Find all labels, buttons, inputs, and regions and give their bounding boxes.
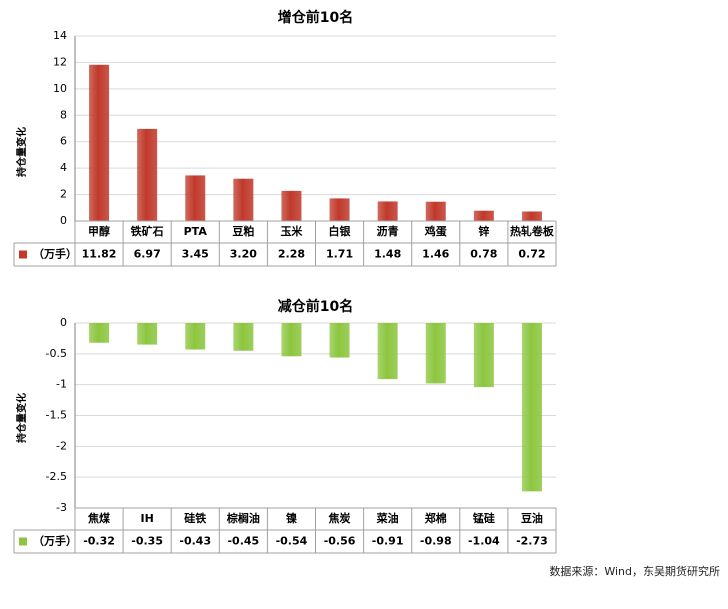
bottom-value-label: -0.43 [179, 535, 211, 548]
bottom-value-label: -0.91 [372, 535, 404, 548]
bottom-chart-title: 减仓前10名 [278, 298, 353, 315]
bottom-category-label: 焦煤 [87, 511, 111, 525]
bottom-category-label: 锰硅 [473, 511, 495, 525]
top-value-label: 1.46 [422, 248, 449, 261]
bottom-bar [425, 323, 446, 384]
top-bar [521, 211, 542, 221]
top-category-label: 铁矿石 [131, 224, 164, 238]
top-value-label: 11.82 [82, 248, 117, 261]
bottom-bar [185, 323, 206, 350]
top-bar [473, 210, 494, 221]
top-bar [137, 128, 158, 221]
bottom-y-axis-label: 持仓量变化 [15, 393, 28, 443]
bottom-bar [521, 323, 542, 492]
top-category-label: 热轧卷板 [510, 224, 555, 238]
source-note: 数据来源：Wind，东吴期货研究所 [549, 565, 720, 578]
bottom-value-label: -0.56 [324, 535, 356, 548]
bottom-category-label: 豆油 [521, 511, 543, 525]
bottom-y-tick-label: -1.5 [46, 409, 67, 422]
bottom-category-label: 棕榈油 [226, 511, 260, 525]
top-legend-label: （万手） [33, 247, 77, 261]
top-value-label: 3.20 [230, 248, 257, 261]
bottom-y-tick-label: 0 [60, 316, 67, 329]
top-bar [185, 175, 206, 221]
top-category-label: 豆粕 [232, 224, 254, 238]
bottom-category-label: 焦炭 [328, 511, 351, 525]
top-y-tick-label: 14 [53, 29, 67, 42]
bottom-value-label: -0.32 [83, 535, 115, 548]
bottom-value-label: -0.45 [227, 535, 259, 548]
top-bar [425, 201, 446, 221]
top-value-label: 0.72 [518, 248, 545, 261]
top-y-tick-label: 6 [60, 135, 67, 148]
top-value-label: 3.45 [182, 248, 209, 261]
top-bar [233, 178, 254, 221]
bottom-legend-key [19, 537, 27, 546]
top-y-tick-label: 8 [60, 108, 67, 121]
top-legend-key [19, 250, 27, 259]
top-category-label: 玉米 [280, 224, 303, 238]
top-bar [281, 190, 302, 221]
top-y-tick-label: 4 [60, 161, 67, 174]
top-y-tick-label: 12 [53, 55, 67, 68]
top-y-axis-label: 持仓量变化 [15, 127, 28, 177]
top-bar [377, 201, 398, 221]
bottom-y-tick-label: -2.5 [46, 470, 67, 483]
top-value-label: 1.71 [326, 248, 353, 261]
bottom-bar [89, 323, 110, 343]
bottom-value-label: -0.54 [276, 535, 308, 548]
top-value-label: 2.28 [278, 248, 305, 261]
bottom-bar [377, 323, 398, 380]
bottom-y-tick-label: -2 [56, 439, 67, 452]
bottom-bar [137, 323, 158, 345]
top-bar [89, 64, 110, 221]
bottom-bar [233, 323, 254, 351]
top-value-label: 6.97 [134, 248, 161, 261]
top-chart-title: 增仓前10名 [278, 9, 353, 26]
top-category-label: 锌 [478, 224, 489, 238]
bottom-value-label: -0.98 [420, 535, 452, 548]
bottom-category-label: IH [140, 512, 153, 525]
bottom-legend-label: （万手） [33, 534, 77, 548]
bottom-bar [281, 323, 302, 357]
bottom-value-label: -1.04 [468, 535, 500, 548]
top-category-label: 沥青 [377, 224, 399, 238]
bottom-category-label: 菜油 [376, 511, 399, 525]
top-category-label: 甲醇 [88, 224, 110, 238]
bottom-y-tick-label: -3 [56, 501, 67, 514]
bottom-y-tick-label: -1 [56, 378, 67, 391]
top-value-label: 1.48 [374, 248, 401, 261]
bottom-value-label: -0.35 [131, 535, 163, 548]
bottom-category-label: 郑棉 [425, 511, 447, 525]
top-category-label: PTA [184, 225, 208, 238]
bottom-bar [473, 323, 494, 388]
bottom-category-label: 镍 [286, 511, 297, 525]
top-y-tick-label: 2 [60, 188, 67, 201]
top-y-tick-label: 0 [60, 214, 67, 227]
bottom-category-label: 硅铁 [184, 511, 206, 525]
bottom-bar [329, 323, 350, 358]
top-value-label: 0.78 [470, 248, 497, 261]
top-category-label: 鸡蛋 [424, 224, 448, 238]
top-y-tick-label: 10 [53, 82, 67, 95]
bottom-value-label: -2.73 [516, 535, 548, 548]
bottom-y-tick-label: -0.5 [46, 347, 67, 360]
top-bar [329, 198, 350, 221]
top-category-label: 白银 [329, 224, 352, 238]
